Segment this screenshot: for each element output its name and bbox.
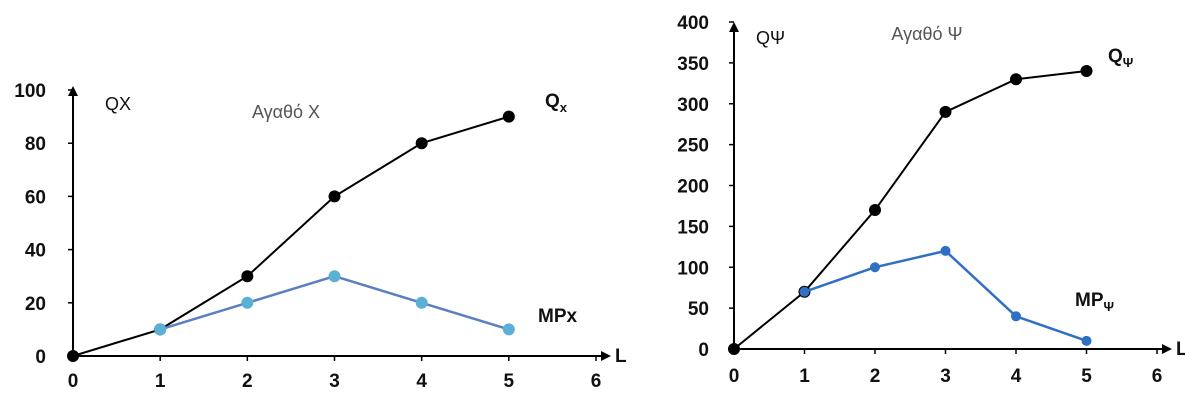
series-label: Qx	[545, 91, 568, 115]
y-tick-label: 40	[25, 241, 46, 262]
x-tick-label: 2	[242, 371, 253, 392]
x-tick-label: 5	[504, 371, 515, 392]
data-point	[799, 286, 810, 297]
y-axis-arrow	[729, 22, 739, 32]
data-point	[328, 190, 341, 203]
series-line	[733, 70, 1087, 350]
chart-title: Αγαθό Ψ	[891, 24, 962, 44]
y-tick-label: 0	[35, 347, 46, 368]
data-point	[940, 245, 951, 256]
x-axis-label: L	[1176, 339, 1185, 360]
series-line	[72, 115, 510, 357]
data-point	[67, 350, 79, 362]
y-tick-label: 100	[14, 81, 46, 102]
x-tick-label: 5	[1081, 366, 1092, 387]
y-axis-arrow	[68, 86, 78, 96]
x-tick-label: 6	[591, 371, 602, 392]
data-point	[1011, 311, 1021, 322]
data-point	[241, 296, 254, 309]
data-point	[328, 270, 341, 283]
data-point	[1081, 335, 1092, 346]
data-point	[415, 137, 428, 150]
data-point	[502, 323, 515, 336]
data-point	[1010, 73, 1022, 86]
y-tick-label: 80	[25, 134, 46, 155]
x-tick-label: 3	[940, 366, 951, 387]
chart-good-psi: 0 1 2 3 4 5 6 0 50 100 150 200 250 300 350 400 QΨ L Αγαθό …	[677, 13, 1185, 387]
data-point	[502, 110, 515, 123]
y-axis-label: QΨ	[756, 28, 785, 48]
y-tick-label: 20	[25, 294, 46, 315]
y-tick-label: 50	[688, 299, 709, 320]
x-axis-arrow	[601, 351, 611, 361]
y-tick-label: 100	[677, 258, 709, 279]
x-axis-arrow	[1162, 344, 1172, 354]
series-label: QΨ	[1108, 46, 1133, 70]
x-tick-label: 4	[416, 371, 427, 392]
data-point	[939, 105, 952, 118]
data-point	[154, 323, 167, 336]
data-point	[728, 343, 740, 355]
x-axis-label: L	[615, 346, 627, 367]
series-label: MPΨ	[1075, 290, 1114, 314]
series-line	[804, 249, 1087, 343]
x-tick-label: 2	[870, 366, 881, 387]
y-tick-label: 150	[677, 217, 709, 238]
data-point	[870, 262, 880, 273]
y-tick-label: 0	[698, 340, 709, 361]
x-tick-label: 1	[155, 371, 166, 392]
series-line	[159, 274, 510, 331]
y-tick-label: 60	[25, 187, 46, 208]
x-tick-label: 0	[729, 366, 740, 387]
y-tick-label: 200	[677, 177, 709, 198]
x-tick-label: 1	[799, 366, 810, 387]
series-label: MPx	[538, 306, 578, 327]
data-point	[241, 270, 254, 283]
y-tick-label: 300	[677, 95, 709, 116]
data-point	[415, 296, 428, 309]
y-axis-label: QX	[105, 94, 131, 114]
x-tick-label: 3	[329, 371, 340, 392]
data-point	[869, 204, 881, 217]
y-tick-label: 350	[677, 54, 709, 75]
chart-title: Αγαθό Χ	[252, 102, 320, 122]
y-tick-label: 250	[677, 136, 709, 157]
y-tick-label: 400	[677, 13, 709, 34]
x-tick-label: 6	[1152, 366, 1163, 387]
x-tick-label: 0	[68, 371, 79, 392]
data-point	[1080, 65, 1093, 78]
x-tick-label: 4	[1011, 366, 1022, 387]
